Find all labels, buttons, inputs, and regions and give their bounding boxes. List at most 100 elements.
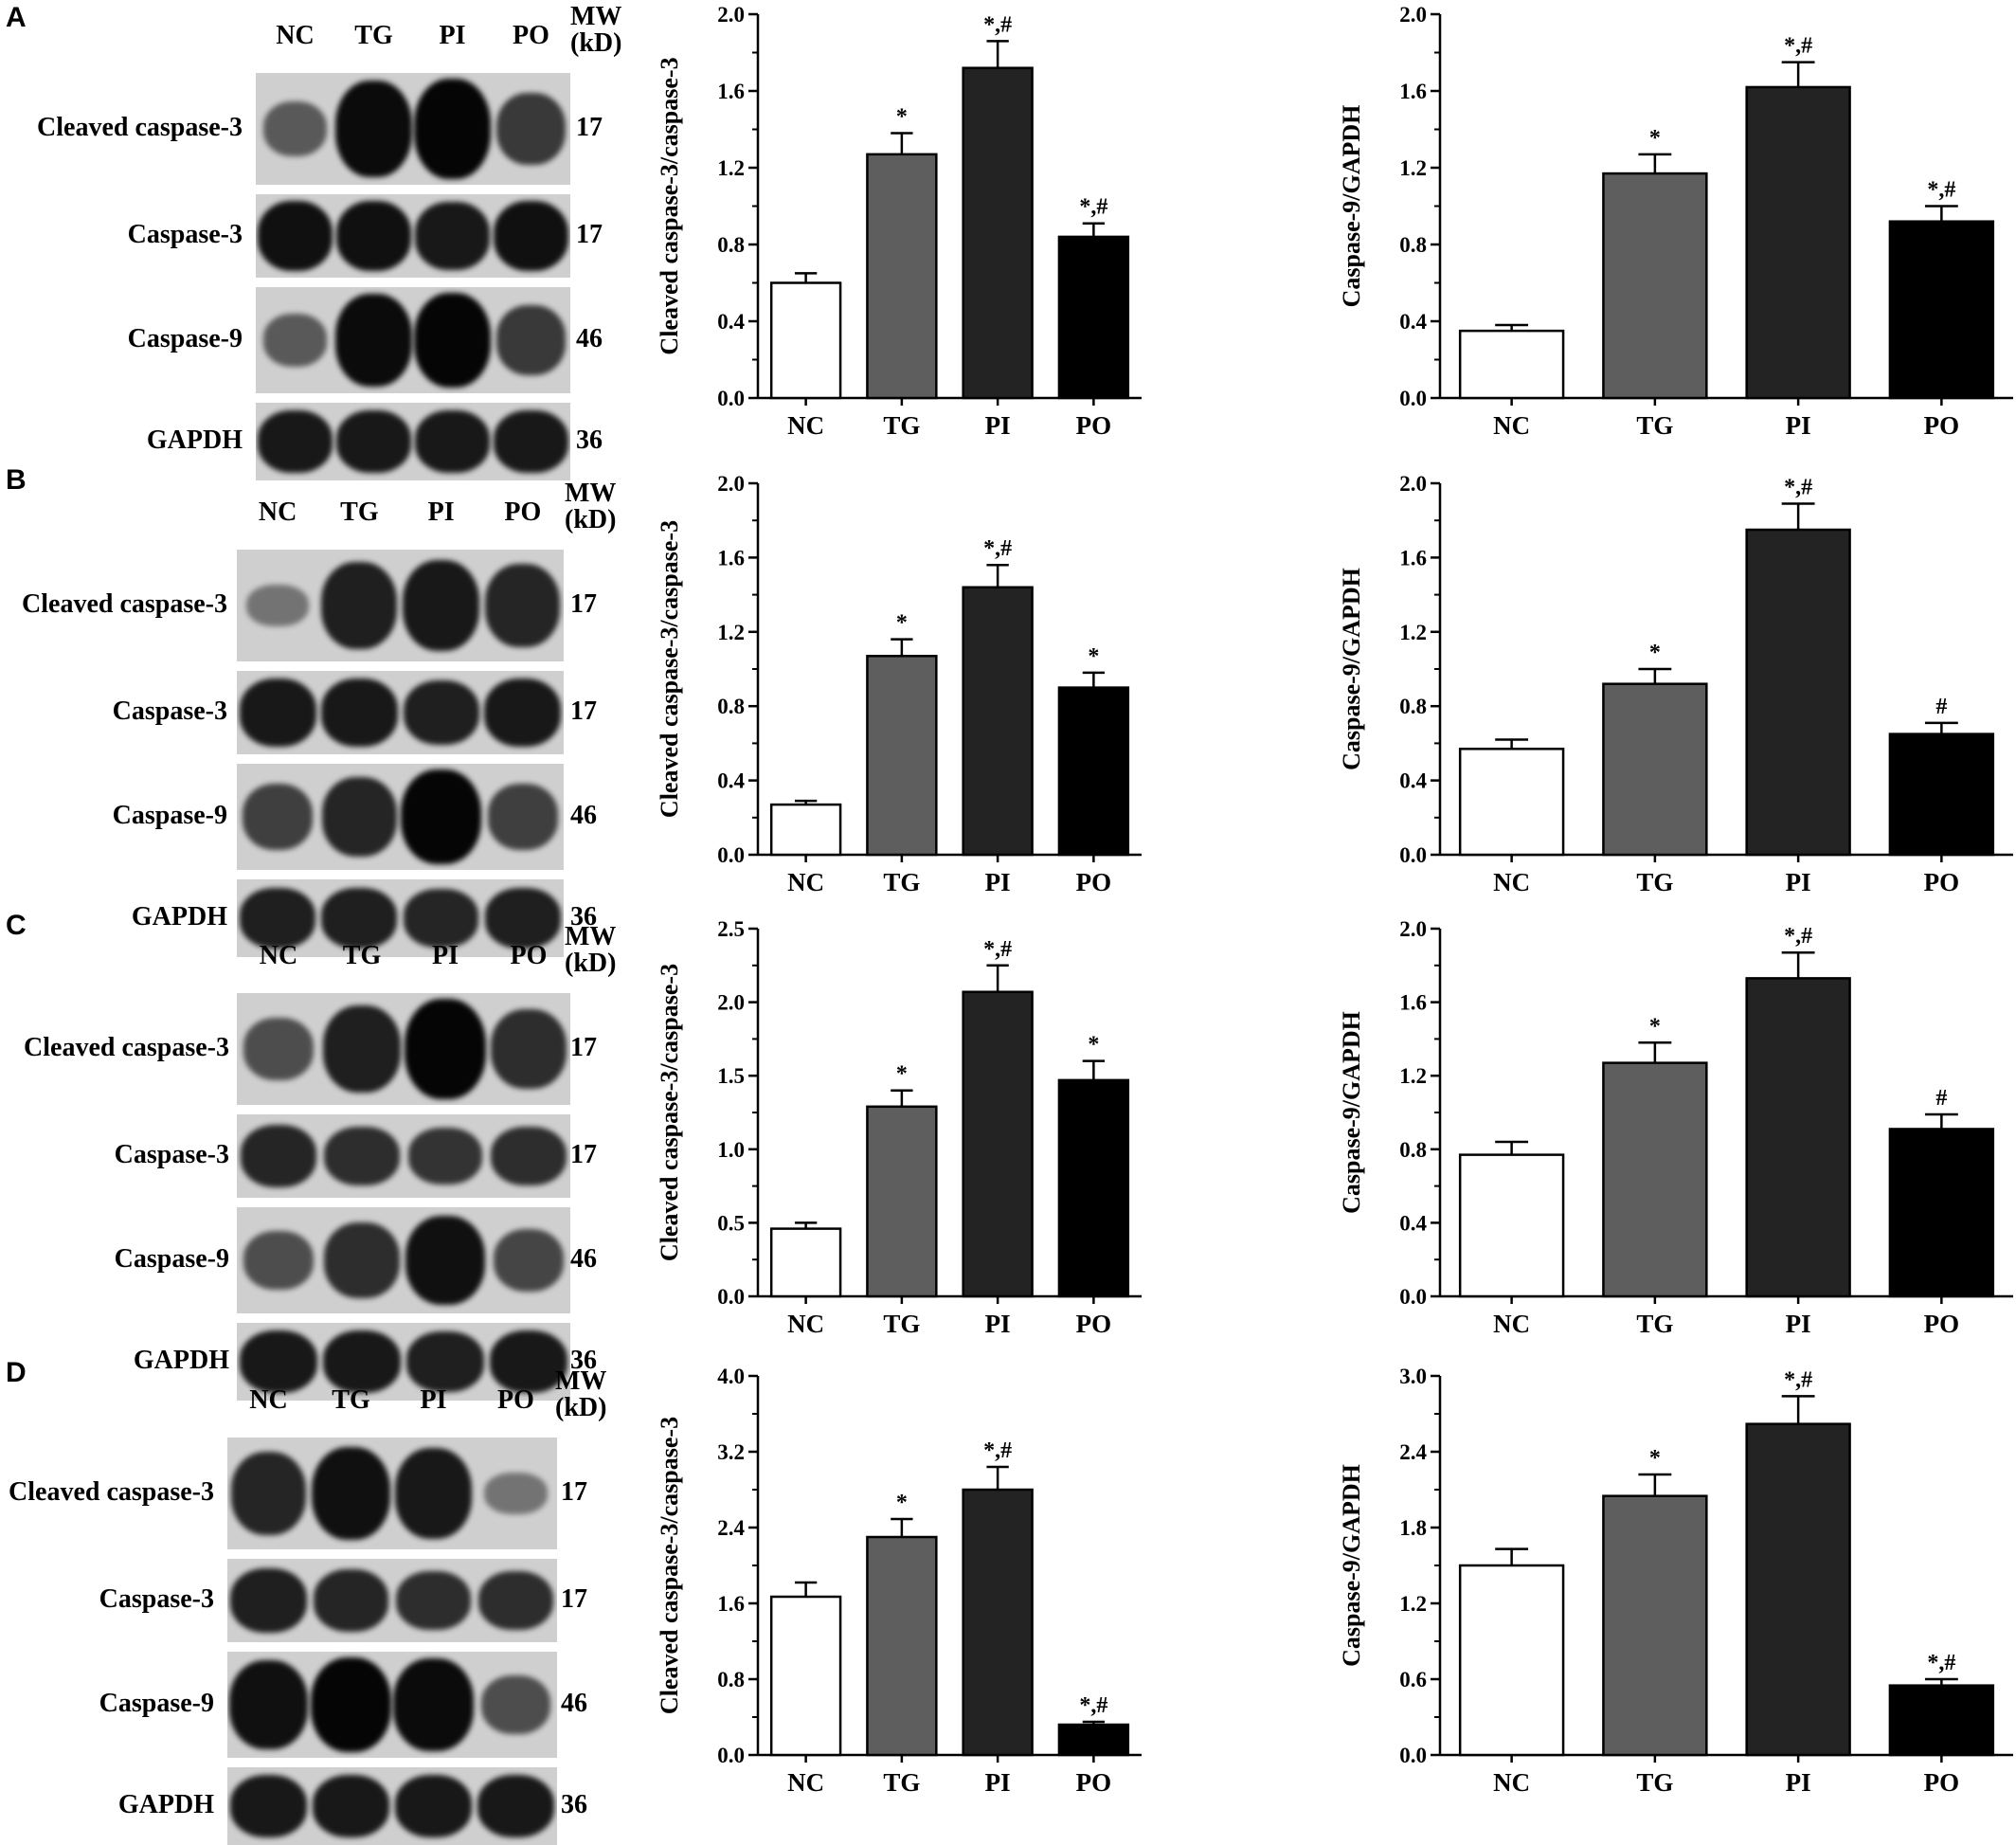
blot-band (242, 784, 314, 850)
blot-band (496, 305, 566, 375)
mw-header-line: MW (565, 479, 617, 508)
bar-chart-b-2: 0.0 0.4 0.8 1.2 1.6 2.0 Caspase-9/GAPDH NC * TG *,… (1338, 472, 2013, 896)
significance-mark: * (896, 105, 908, 130)
blot-band (321, 888, 398, 949)
blot-band (320, 678, 398, 747)
blot-row-label: Cleaved caspase-3 (37, 113, 243, 142)
blot-band (321, 777, 397, 857)
blot-band (324, 1126, 400, 1186)
blot-row-cleaved-caspase-3 (237, 993, 570, 1105)
y-tick-label: 0.0 (1399, 1744, 1427, 1767)
x-tick-label: PO (1924, 868, 1960, 896)
y-tick-label: 2.4 (717, 1516, 745, 1540)
blot-band (229, 1774, 308, 1838)
lane-label-nc: NC (276, 21, 315, 50)
x-tick-label: TG (883, 411, 920, 440)
y-tick-label: 0.0 (1399, 387, 1427, 410)
mw-value: 46 (570, 801, 597, 830)
blot-band (322, 1329, 402, 1394)
significance-mark: * (1088, 1033, 1099, 1058)
mw-value: 17 (570, 589, 597, 619)
bar-pi (962, 66, 1034, 400)
lane-label-po: PO (497, 1385, 534, 1415)
y-tick-label: 0.8 (717, 695, 745, 718)
y-tick-label: 0.0 (717, 1285, 745, 1309)
blot-row-label: GAPDH (117, 1790, 214, 1819)
mw-header: MW (kD) (565, 924, 616, 977)
blot-band (401, 769, 481, 865)
blot-band (240, 888, 316, 949)
y-tick-label: 1.6 (717, 80, 745, 103)
y-tick-label: 1.2 (1399, 1592, 1427, 1616)
blot-band (393, 1658, 474, 1751)
blot-band (403, 560, 480, 651)
significance-mark: *,# (1927, 1651, 1955, 1675)
y-axis-label: Cleaved caspase-3/caspase-3 (656, 964, 683, 1261)
bar-po (1888, 220, 1995, 400)
lane-label-pi: PI (439, 21, 466, 50)
mw-value: 17 (576, 113, 603, 142)
x-tick-label: NC (1493, 1768, 1530, 1797)
blot-band (239, 1329, 318, 1394)
y-tick-label: 2.0 (1399, 3, 1427, 27)
bar-nc (1458, 748, 1565, 857)
bar-pi (962, 990, 1034, 1298)
lane-label-pi: PI (427, 497, 455, 527)
y-tick-label: 3.0 (1399, 1365, 1427, 1388)
bar-nc (769, 281, 842, 400)
blot-band (257, 201, 333, 271)
blot-band (239, 678, 316, 747)
y-tick-label: 2.0 (1399, 917, 1427, 941)
y-tick-label: 1.6 (1399, 991, 1427, 1015)
blot-band (258, 409, 333, 474)
blot-band (336, 409, 411, 474)
mw-value: 36 (570, 1346, 597, 1375)
x-tick-label: NC (1493, 1310, 1530, 1338)
bar-tg (866, 655, 938, 857)
y-tick-label: 0.8 (1399, 695, 1427, 718)
blot-band (335, 201, 412, 271)
significance-mark: *,# (1079, 1693, 1107, 1718)
blot-band (413, 292, 492, 389)
blot-band (262, 314, 328, 367)
x-tick-label: NC (787, 411, 824, 440)
significance-mark: *,# (983, 937, 1012, 962)
mw-value: 46 (570, 1244, 597, 1274)
y-tick-label: 2.0 (717, 991, 745, 1015)
mw-header: MW (kD) (570, 4, 621, 57)
blot-band (487, 784, 559, 850)
x-tick-label: TG (1636, 1310, 1673, 1338)
y-tick-label: 0.0 (717, 843, 745, 867)
y-axis-label: Cleaved caspase-3/caspase-3 (656, 57, 683, 354)
x-tick-label: PI (985, 1768, 1011, 1797)
blot-row-label: Cleaved caspase-3 (9, 1477, 214, 1507)
blot-row-label: GAPDH (131, 902, 227, 932)
significance-mark: *,# (983, 12, 1012, 37)
lane-label-po: PO (513, 21, 549, 50)
y-tick-label: 2.0 (1399, 472, 1427, 496)
y-tick-label: 0.0 (1399, 843, 1427, 867)
blot-band (324, 1222, 400, 1298)
x-tick-label: NC (1493, 411, 1530, 440)
bar-chart-d-2: 0.0 0.6 1.2 1.8 2.4 3.0 Caspase-9/GAPDH NC * TG *,… (1338, 1365, 2013, 1797)
blot-band (485, 564, 561, 647)
blot-band (246, 584, 309, 626)
mw-header-line: (kD) (570, 28, 622, 58)
y-tick-label: 2.0 (717, 472, 745, 496)
blot-row-cleaved-caspase-3 (256, 73, 570, 185)
bar-tg (1602, 1494, 1708, 1757)
x-tick-label: PI (985, 868, 1011, 896)
blot-band (313, 1569, 389, 1632)
mw-value: 17 (561, 1477, 587, 1507)
y-tick-label: 1.8 (1399, 1516, 1427, 1540)
lane-label-pi: PI (420, 1385, 447, 1415)
blot-band (262, 100, 328, 157)
lane-label-nc: NC (258, 497, 297, 527)
blot-row-gapdh (237, 1323, 570, 1401)
blot-row-cleaved-caspase-3 (237, 550, 564, 661)
lane-label-tg: TG (354, 21, 393, 50)
blot-band (489, 1329, 568, 1394)
bar-pi (1745, 85, 1851, 400)
x-tick-label: NC (787, 1768, 824, 1797)
blot-band (312, 1446, 390, 1541)
